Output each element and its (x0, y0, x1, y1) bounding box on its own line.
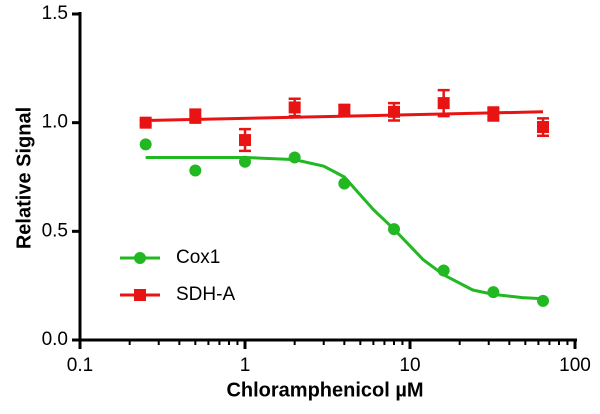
data-point (288, 101, 301, 114)
data-point (388, 223, 401, 236)
x-tick-label: 100 (559, 355, 591, 376)
y-tick-label: 1.0 (42, 112, 68, 133)
data-point (388, 105, 401, 118)
y-tick-label: 0.0 (42, 329, 68, 350)
data-point (487, 286, 500, 299)
legend-label: SDH-A (176, 284, 235, 305)
legend-marker (134, 252, 146, 264)
legend-marker (134, 289, 146, 301)
data-point (189, 164, 202, 177)
fit-line (145, 110, 544, 122)
data-point (487, 107, 500, 120)
data-point (537, 121, 550, 134)
data-point (139, 116, 152, 129)
data-point (239, 155, 251, 168)
data-point (139, 138, 152, 151)
data-point (437, 264, 450, 277)
y-axis-title: Relative Signal (13, 107, 35, 249)
x-tick-label: 10 (399, 355, 420, 376)
data-point (189, 110, 202, 123)
x-tick-label: 1 (240, 355, 251, 376)
y-tick-label: 0.5 (42, 220, 68, 241)
legend-label: Cox1 (176, 247, 220, 268)
data-point (437, 97, 450, 110)
data-point (239, 134, 251, 147)
x-tick-label: 0.1 (67, 355, 93, 376)
y-tick-label: 1.5 (42, 3, 68, 24)
data-point (288, 151, 301, 164)
x-axis-title: Chloramphenicol µM (226, 379, 423, 401)
data-point (338, 103, 351, 116)
data-point (537, 294, 550, 307)
data-point (338, 177, 351, 190)
